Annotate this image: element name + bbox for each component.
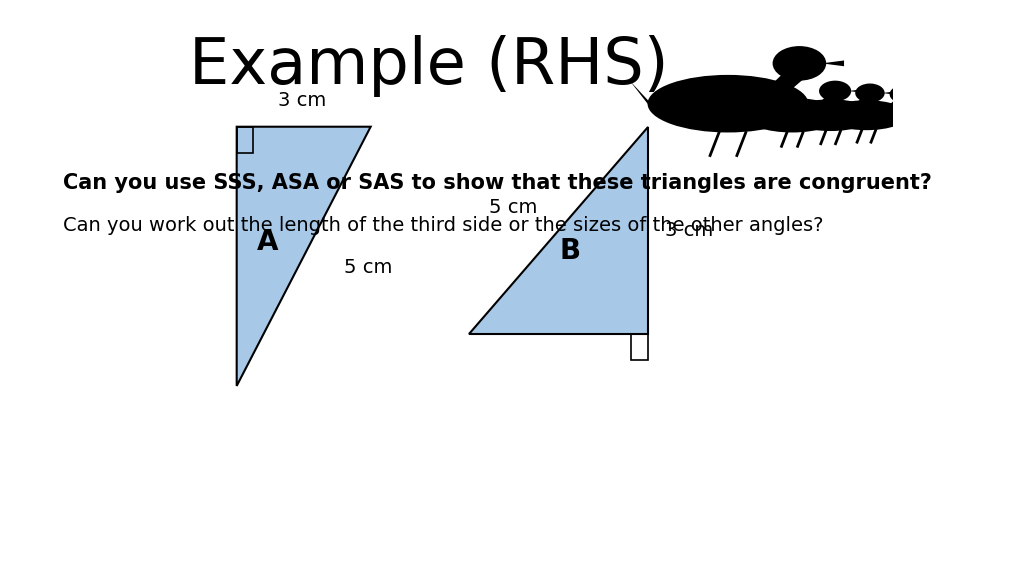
Polygon shape (814, 98, 841, 112)
Ellipse shape (744, 98, 841, 132)
Polygon shape (815, 103, 829, 118)
Text: 5 cm: 5 cm (489, 198, 538, 217)
Ellipse shape (647, 75, 808, 132)
Text: Can you work out the length of the third side or the sizes of the other angles?: Can you work out the length of the third… (62, 216, 823, 235)
Polygon shape (733, 101, 750, 119)
Polygon shape (764, 75, 808, 98)
Polygon shape (849, 89, 862, 93)
Polygon shape (915, 93, 927, 96)
Text: Can you use SSS, ASA or SAS to show that these triangles are congruent?: Can you use SSS, ASA or SAS to show that… (62, 173, 932, 193)
Polygon shape (883, 92, 895, 94)
Text: Example (RHS): Example (RHS) (188, 35, 669, 97)
Ellipse shape (890, 85, 918, 103)
Text: 3 cm: 3 cm (666, 221, 714, 240)
Text: A: A (257, 228, 279, 256)
Text: 5 cm: 5 cm (344, 259, 392, 277)
Ellipse shape (855, 84, 885, 103)
Polygon shape (885, 100, 908, 112)
Text: B: B (559, 237, 581, 264)
Text: 3 cm: 3 cm (278, 92, 326, 110)
Polygon shape (630, 81, 656, 109)
Ellipse shape (819, 81, 851, 101)
Polygon shape (237, 127, 371, 386)
Polygon shape (850, 100, 874, 112)
Ellipse shape (824, 100, 908, 130)
Polygon shape (821, 60, 844, 66)
Polygon shape (469, 127, 647, 334)
Polygon shape (776, 103, 792, 118)
Ellipse shape (772, 46, 826, 81)
Ellipse shape (786, 100, 874, 131)
